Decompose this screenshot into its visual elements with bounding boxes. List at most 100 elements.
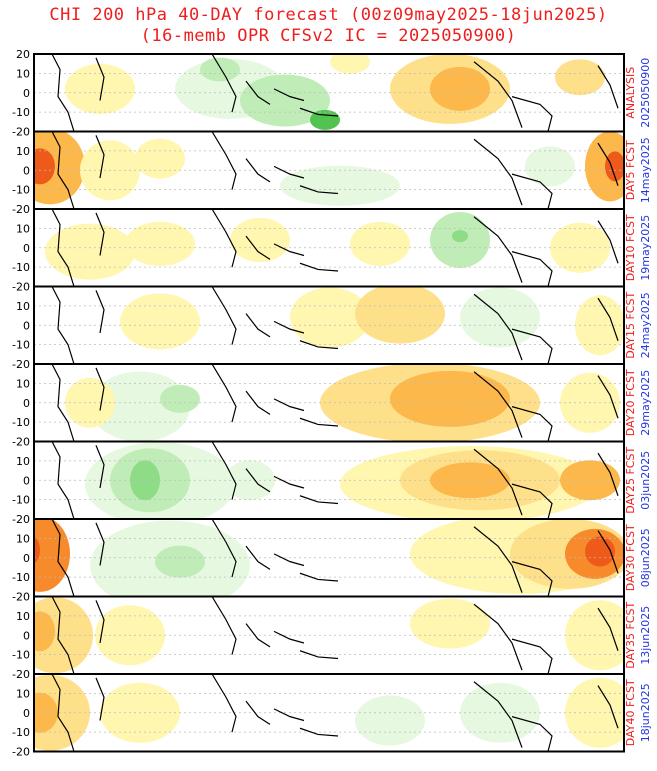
panel-date: 03jun2025 xyxy=(639,451,652,510)
coastline xyxy=(299,107,339,117)
y-tick-label: -10 xyxy=(12,106,30,119)
panel-label: DAY20 FCST xyxy=(624,369,637,436)
panel-label: DAY40 FCST xyxy=(624,679,637,746)
map-panel: 10 0 -10 -20 DAY15 FCST 24may2025 xyxy=(12,285,652,371)
coastline xyxy=(597,220,619,264)
coastline xyxy=(211,54,237,113)
panel-label: ANALYSIS xyxy=(624,67,637,119)
coastline xyxy=(245,623,271,648)
coastline xyxy=(211,674,237,733)
coastline xyxy=(245,700,271,725)
panel-label: DAY10 FCST xyxy=(624,214,637,281)
title-line-2: (16-memb OPR CFSv2 IC = 2025050900) xyxy=(140,26,517,46)
coastline xyxy=(273,553,305,567)
coastline xyxy=(299,495,339,505)
coastline xyxy=(511,716,553,752)
coastline xyxy=(511,251,553,287)
contour-shade xyxy=(34,536,40,564)
contour-shade xyxy=(585,536,615,567)
coastline xyxy=(95,600,105,644)
contour-shade xyxy=(452,230,468,243)
coastline xyxy=(211,131,237,190)
y-tick-label: 10 xyxy=(16,455,30,468)
contour-shade xyxy=(350,221,410,266)
y-tick-label: -10 xyxy=(12,261,30,274)
contour-shade xyxy=(555,59,605,96)
coastline xyxy=(511,173,553,209)
y-tick-label: 0 xyxy=(23,319,30,332)
y-tick-label: 0 xyxy=(23,242,30,255)
panel-label: DAY15 FCST xyxy=(624,292,637,359)
y-tick-label: 0 xyxy=(23,397,30,410)
coastline xyxy=(51,674,75,752)
coastline xyxy=(51,131,75,209)
coastline xyxy=(597,685,619,729)
y-tick-label: -20 xyxy=(12,126,30,139)
contour-shade xyxy=(355,286,445,344)
coastline xyxy=(473,603,523,671)
contour-shade xyxy=(90,371,190,442)
contour-shade xyxy=(410,598,490,649)
y-tick-label: 0 xyxy=(23,87,30,100)
coastline xyxy=(51,519,75,597)
contour-shade xyxy=(120,293,200,350)
contour-shade xyxy=(605,151,624,182)
coastline xyxy=(51,54,75,132)
y-tick-label: 10 xyxy=(16,300,30,313)
coastline xyxy=(245,390,271,415)
coastline xyxy=(299,185,339,195)
map-panel: 10 0 -10 -20 DAY10 FCST 19may2025 xyxy=(12,208,652,294)
coastline xyxy=(51,441,75,519)
map-panel: 10 0 -10 -20 DAY30 FCST 08jun2025 xyxy=(12,518,652,604)
y-tick-label: -10 xyxy=(12,726,30,739)
y-tick-label: -20 xyxy=(12,436,30,449)
coastline xyxy=(211,209,237,268)
map-panel: 20 10 0 -10 -20 ANALYSIS 2025050900 xyxy=(12,48,652,139)
contour-shade xyxy=(200,57,240,82)
y-tick-label: 10 xyxy=(16,145,30,158)
contour-shade xyxy=(65,63,135,114)
panel-date: 14may2025 xyxy=(639,137,652,203)
panel-label: DAY35 FCST xyxy=(624,602,637,669)
coastline xyxy=(273,165,305,179)
coastline xyxy=(299,572,339,582)
y-tick-label: -20 xyxy=(12,281,30,294)
y-tick-label: 10 xyxy=(16,377,30,390)
coastline xyxy=(245,468,271,493)
coastline xyxy=(273,475,305,489)
y-tick-label: -20 xyxy=(12,513,30,526)
coastline xyxy=(473,216,523,283)
contour-shade xyxy=(240,74,330,127)
map-panel: 10 0 -10 -20 DAY20 FCST 29may2025 xyxy=(12,363,652,449)
coastline xyxy=(473,293,523,361)
contour-shade xyxy=(34,519,70,592)
contour-shade xyxy=(160,384,200,413)
y-tick-label: 10 xyxy=(16,222,30,235)
coastline xyxy=(473,681,523,748)
coastline xyxy=(511,328,553,364)
y-tick-label: 0 xyxy=(23,552,30,565)
y-tick-label: 20 xyxy=(16,48,30,61)
coastline xyxy=(211,519,237,578)
coastline xyxy=(473,61,523,128)
title-line-1: CHI 200 hPa 40-DAY forecast (00z09may202… xyxy=(49,5,608,25)
contour-shade xyxy=(525,146,575,187)
panel-date: 24may2025 xyxy=(639,292,652,358)
y-tick-label: -20 xyxy=(12,203,30,216)
y-tick-label: 0 xyxy=(23,629,30,642)
coastline xyxy=(597,297,619,341)
contour-shade xyxy=(155,545,205,578)
contour-shade xyxy=(330,54,370,74)
coastline xyxy=(299,340,339,350)
y-tick-label: -10 xyxy=(12,184,30,197)
contour-shade xyxy=(135,138,185,179)
y-tick-label: -10 xyxy=(12,494,30,507)
coastline xyxy=(245,158,271,183)
coastline xyxy=(211,596,237,655)
contour-shade xyxy=(460,287,540,348)
contour-shade xyxy=(280,165,400,206)
y-tick-label: -10 xyxy=(12,571,30,584)
contour-shade xyxy=(355,695,425,746)
map-panel: 10 0 -10 -20 DAY25 FCST 03jun2025 xyxy=(12,440,652,526)
coastline xyxy=(511,638,553,674)
